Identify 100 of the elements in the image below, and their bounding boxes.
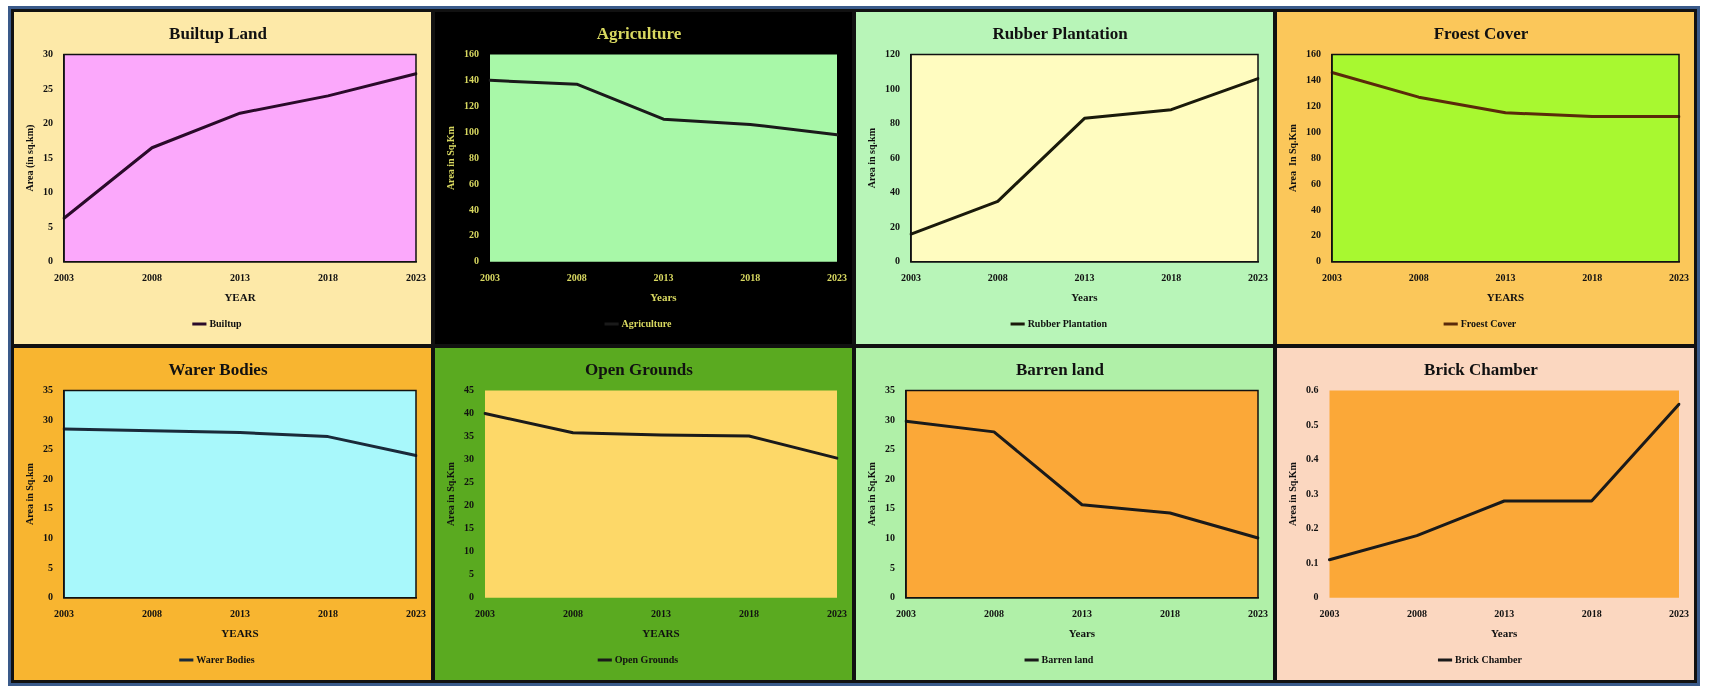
x-axis-title: YEARS [221, 627, 259, 640]
y-tick-label: 25 [43, 443, 53, 455]
x-tick-label: 2013 [230, 608, 250, 620]
y-axis-title: Area in Sq.km [23, 462, 35, 525]
x-tick-label: 2018 [1160, 608, 1180, 620]
x-tick-label: 2008 [984, 608, 1004, 620]
y-tick-label: 30 [43, 413, 53, 425]
x-tick-label: 2013 [651, 608, 671, 620]
y-tick-label: 5 [48, 561, 53, 573]
chart-title: Barren land [1015, 359, 1105, 379]
y-tick-label: 120 [464, 99, 479, 111]
x-axis-title: YEARS [642, 627, 680, 640]
y-tick-label: 0.2 [1306, 522, 1319, 534]
y-tick-label: 120 [885, 47, 900, 59]
x-tick-label: 2023 [827, 272, 847, 284]
x-tick-label: 2023 [1248, 272, 1268, 284]
y-tick-label: 120 [1306, 99, 1321, 111]
y-tick-label: 40 [469, 203, 479, 215]
x-tick-label: 2018 [1161, 272, 1182, 284]
y-tick-label: 20 [464, 499, 474, 511]
x-tick-label: 2023 [1669, 272, 1689, 284]
y-tick-label: 80 [1311, 151, 1321, 163]
y-tick-label: 0 [474, 255, 479, 267]
x-tick-label: 2008 [987, 272, 1008, 284]
x-tick-label: 2013 [1495, 272, 1516, 284]
y-tick-label: 140 [464, 73, 479, 85]
y-tick-label: 15 [885, 502, 895, 514]
x-tick-label: 2003 [1322, 272, 1342, 284]
y-tick-label: 35 [885, 383, 895, 395]
y-axis-title: Area In Sq.Km [1286, 123, 1298, 192]
y-axis-title: Area (in sq.km) [23, 124, 36, 192]
x-tick-label: 2003 [480, 272, 500, 284]
y-tick-label: 160 [464, 47, 479, 59]
y-tick-label: 30 [464, 453, 474, 465]
y-axis-title: Area in Sq.Km [865, 461, 877, 527]
y-tick-label: 20 [43, 117, 53, 129]
y-tick-label: 35 [43, 383, 53, 395]
y-axis-title: Area in Sq.Km [1286, 461, 1298, 527]
y-tick-label: 100 [464, 125, 479, 137]
y-tick-label: 30 [43, 47, 53, 59]
y-tick-label: 15 [464, 522, 474, 534]
legend-label: Open Grounds [614, 653, 679, 665]
x-tick-label: 2003 [54, 608, 74, 620]
y-tick-label: 100 [1306, 125, 1321, 137]
x-tick-label: 2003 [1319, 608, 1340, 620]
legend-label: Barren land [1041, 653, 1094, 665]
x-tick-label: 2013 [230, 272, 250, 284]
y-axis-title: Area in Sq.Km [444, 461, 456, 527]
y-tick-label: 0.3 [1306, 487, 1319, 499]
legend-label: Builtup [209, 317, 243, 329]
y-tick-label: 35 [464, 430, 474, 442]
x-tick-label: 2018 [739, 608, 759, 620]
x-tick-label: 2003 [901, 272, 921, 284]
y-tick-label: 0 [48, 255, 53, 267]
legend-label: Brick Chamber [1455, 653, 1523, 665]
y-tick-label: 10 [43, 186, 53, 198]
x-tick-label: 2018 [1581, 608, 1602, 620]
x-tick-label: 2023 [827, 608, 847, 620]
legend-label: Froest Cover [1460, 317, 1517, 329]
y-tick-label: 10 [464, 545, 474, 557]
x-axis-title: Years [1491, 627, 1519, 640]
x-axis-title: Years [1068, 627, 1096, 640]
x-axis-title: Years [650, 291, 678, 304]
x-tick-label: 2003 [475, 608, 495, 620]
x-tick-label: 2023 [406, 272, 426, 284]
x-tick-label: 2003 [54, 272, 74, 284]
y-tick-label: 5 [890, 561, 895, 573]
y-tick-label: 80 [890, 117, 900, 129]
y-tick-label: 5 [469, 568, 474, 580]
y-tick-label: 0 [1313, 591, 1319, 603]
x-tick-label: 2013 [1072, 608, 1092, 620]
y-tick-label: 40 [464, 407, 474, 419]
y-tick-label: 0 [890, 591, 895, 603]
x-axis-title: Years [1071, 291, 1099, 304]
y-tick-label: 20 [885, 472, 895, 484]
y-tick-label: 25 [464, 476, 474, 488]
y-tick-label: 20 [890, 220, 900, 232]
y-tick-label: 10 [43, 532, 53, 544]
x-tick-label: 2023 [1248, 608, 1268, 620]
y-tick-label: 20 [1311, 229, 1321, 241]
x-axis-title: YEARS [1486, 291, 1525, 304]
chart-title: Warer Bodies [168, 359, 268, 379]
x-tick-label: 2003 [896, 608, 916, 620]
x-tick-label: 2008 [566, 272, 587, 284]
y-tick-label: 15 [43, 502, 53, 514]
y-tick-label: 40 [890, 186, 900, 198]
chart-title: Builtup Land [169, 23, 268, 43]
y-tick-label: 0.5 [1306, 418, 1319, 430]
x-tick-label: 2018 [740, 272, 761, 284]
chart-title: Open Grounds [585, 359, 694, 379]
x-tick-label: 2013 [653, 272, 674, 284]
y-tick-label: 0 [895, 255, 900, 267]
y-tick-label: 140 [1306, 73, 1321, 85]
y-tick-label: 60 [1311, 177, 1321, 189]
legend-label: Agriculture [621, 317, 672, 329]
y-tick-label: 30 [885, 413, 895, 425]
y-tick-label: 25 [43, 82, 53, 94]
legend-label: Warer Bodies [196, 653, 255, 665]
y-tick-label: 20 [469, 229, 479, 241]
y-tick-label: 0 [1316, 255, 1321, 267]
